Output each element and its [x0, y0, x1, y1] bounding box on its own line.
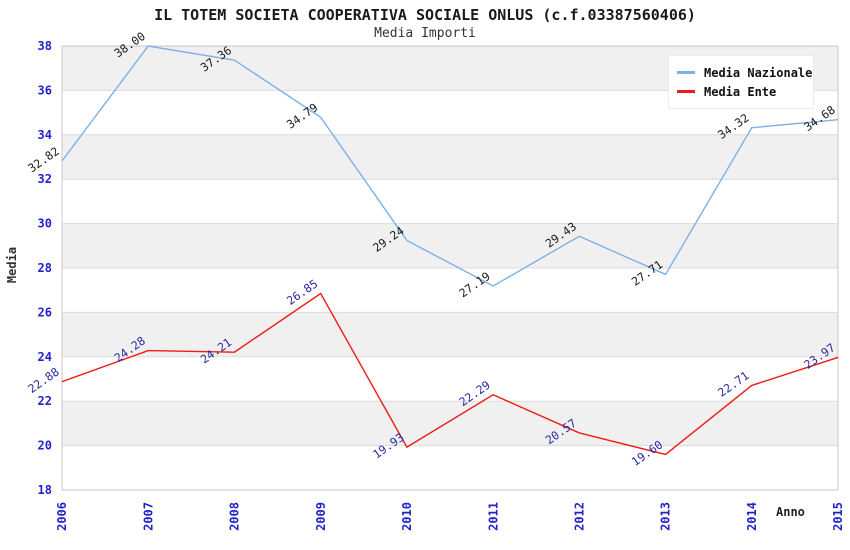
- legend-label-media-nazionale: Media Nazionale: [704, 65, 813, 80]
- x-tick-label: 2012: [573, 502, 587, 531]
- x-axis-title: Anno: [776, 505, 805, 519]
- x-tick-label: 2010: [400, 502, 414, 531]
- x-axis-ticks: 2006 2007 2008 2009 2010 2011 2012 2013 2014 2015: [55, 502, 845, 531]
- legend-item-media-nazionale: Media Nazionale: [677, 63, 812, 82]
- x-tick-label: 2008: [228, 502, 242, 531]
- plot-area: [61, 45, 839, 491]
- x-tick-label: 2013: [659, 502, 673, 531]
- band: [62, 223, 838, 268]
- band: [62, 312, 838, 357]
- legend: Media Nazionale Media Ente: [668, 55, 814, 109]
- series-line: [61, 45, 839, 287]
- x-tick-label: 2007: [141, 502, 155, 531]
- band: [62, 134, 838, 180]
- y-tick-label: 18: [38, 483, 52, 497]
- y-tick-label: 26: [38, 305, 52, 319]
- y-tick-label: 20: [38, 439, 52, 453]
- legend-label-media-ente: Media Ente: [704, 84, 777, 99]
- y-tick-label: 30: [38, 217, 52, 231]
- x-tick-label: 2009: [314, 502, 328, 531]
- y-axis-ticks: 18 20 22 24 26 28 30 32 34 36 38: [38, 39, 52, 497]
- y-tick-label: 24: [38, 350, 52, 364]
- x-tick-label: 2006: [55, 502, 69, 531]
- data-point-label: 22.71: [715, 368, 751, 399]
- chart-title: IL TOTEM SOCIETA COOPERATIVA SOCIALE ONL…: [154, 6, 696, 24]
- y-tick-label: 32: [38, 172, 52, 186]
- x-tick-label: 2011: [486, 502, 500, 531]
- y-tick-label: 34: [38, 128, 52, 142]
- data-point-label: 32.82: [25, 144, 61, 175]
- series-line: [61, 292, 839, 456]
- data-point-label: 26.85: [284, 277, 320, 308]
- band: [62, 401, 838, 446]
- x-tick-label: 2015: [831, 502, 845, 531]
- y-tick-label: 22: [38, 394, 52, 408]
- plot-border: [61, 45, 839, 491]
- y-tick-label: 28: [38, 261, 52, 275]
- data-point-label: 22.88: [25, 365, 61, 396]
- legend-item-media-ente: Media Ente: [677, 82, 805, 101]
- legend-swatch-media-ente: [677, 90, 695, 93]
- chart-subtitle: Media Importi: [374, 26, 476, 41]
- data-point-label: 27.19: [456, 269, 492, 300]
- y-tick-label: 36: [38, 83, 52, 97]
- legend-swatch-media-nazionale: [677, 71, 695, 74]
- y-tick-label: 38: [38, 39, 52, 53]
- x-tick-label: 2014: [745, 502, 759, 531]
